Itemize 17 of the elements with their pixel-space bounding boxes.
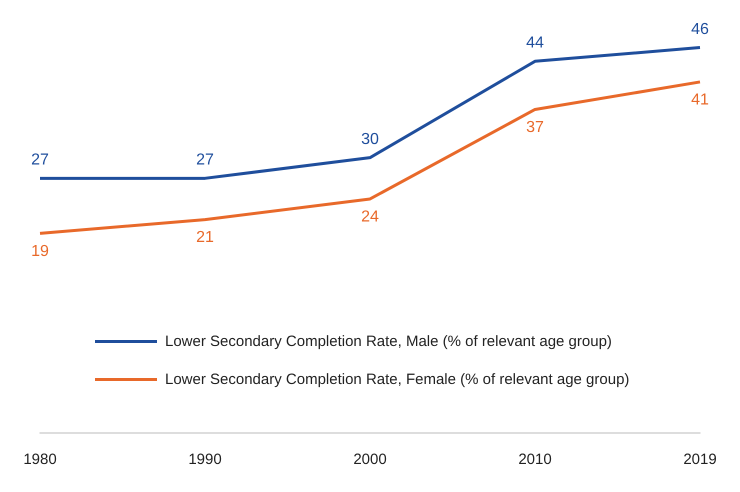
x-tick-label: 1990 bbox=[188, 451, 222, 468]
data-label: 30 bbox=[361, 131, 379, 148]
data-label: 24 bbox=[361, 208, 379, 226]
x-tick-label: 2019 bbox=[683, 451, 717, 468]
data-label: 44 bbox=[526, 34, 544, 52]
data-label: 19 bbox=[31, 242, 49, 260]
data-label: 21 bbox=[196, 229, 214, 246]
legend-label: Lower Secondary Completion Rate, Male (% of relevant age group) bbox=[165, 332, 612, 350]
x-tick-label: 1980 bbox=[23, 451, 57, 468]
x-tick-label: 2000 bbox=[353, 451, 387, 468]
data-label: 27 bbox=[31, 152, 49, 169]
legend-label: Lower Secondary Completion Rate, Female (% of relevant age group) bbox=[165, 370, 630, 388]
data-label: 37 bbox=[526, 118, 544, 136]
x-tick-label: 2010 bbox=[518, 451, 552, 468]
data-label: 27 bbox=[196, 152, 214, 169]
data-label: 41 bbox=[691, 91, 709, 108]
data-label: 46 bbox=[691, 20, 709, 38]
